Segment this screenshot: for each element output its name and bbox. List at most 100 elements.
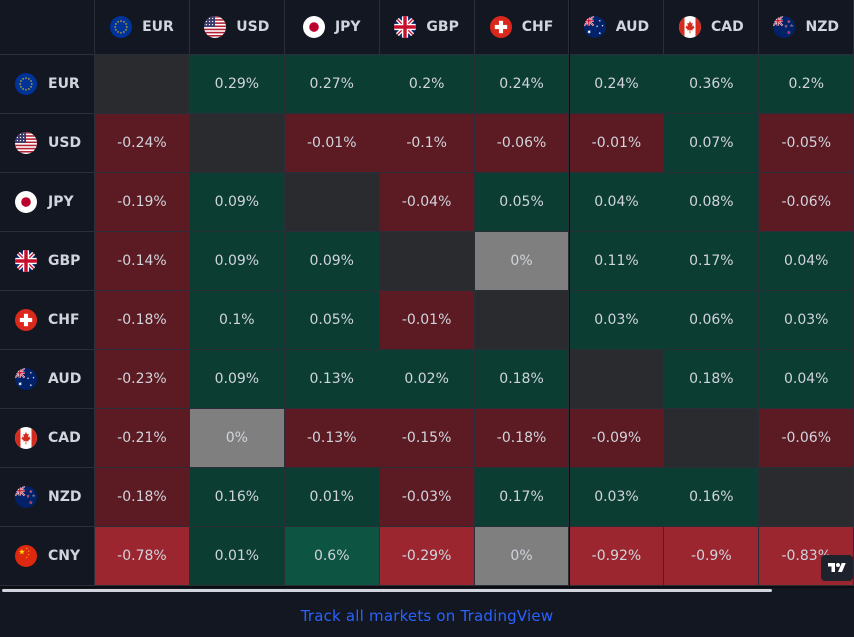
heatmap-cell-empty[interactable] bbox=[474, 291, 570, 350]
cell-value: 0.05% bbox=[499, 194, 544, 210]
heatmap-cell[interactable]: 0.08% bbox=[664, 173, 760, 232]
row-header-cad[interactable]: CAD bbox=[0, 409, 95, 468]
tradingview-logo-icon[interactable] bbox=[821, 555, 853, 581]
heatmap-cell[interactable]: 0.06% bbox=[664, 291, 760, 350]
heatmap-cell[interactable]: 0.18% bbox=[474, 350, 570, 409]
heatmap-cell[interactable]: -0.19% bbox=[95, 173, 190, 232]
heatmap-cell[interactable]: -0.06% bbox=[759, 173, 854, 232]
cell-value: 0.06% bbox=[689, 312, 734, 328]
heatmap-cell[interactable]: 0% bbox=[474, 232, 570, 291]
heatmap-cell[interactable]: 0.09% bbox=[284, 232, 380, 291]
column-header-eur[interactable]: EUR bbox=[95, 0, 190, 55]
column-header-gbp[interactable]: GBP bbox=[379, 0, 475, 55]
cell-value: 0.1% bbox=[219, 312, 255, 328]
heatmap-cell[interactable]: -0.15% bbox=[379, 409, 475, 468]
heatmap-cell[interactable]: -0.18% bbox=[95, 468, 190, 527]
column-header-nzd[interactable]: NZD bbox=[759, 0, 854, 55]
heatmap-cell[interactable]: 0.16% bbox=[664, 468, 760, 527]
column-header-usd[interactable]: USD bbox=[189, 0, 285, 55]
heatmap-cell[interactable]: -0.14% bbox=[95, 232, 190, 291]
heatmap-cell[interactable]: -0.29% bbox=[379, 527, 475, 586]
heatmap-cell[interactable]: 0.04% bbox=[759, 232, 854, 291]
heatmap-cell-empty[interactable] bbox=[284, 173, 380, 232]
heatmap-cell-empty[interactable] bbox=[759, 468, 854, 527]
heatmap-cell[interactable]: 0.17% bbox=[664, 232, 760, 291]
row-header-chf[interactable]: CHF bbox=[0, 291, 95, 350]
heatmap-cell[interactable]: 0% bbox=[474, 527, 570, 586]
row-header-jpy[interactable]: JPY bbox=[0, 173, 95, 232]
heatmap-cell[interactable]: 0.09% bbox=[189, 173, 285, 232]
track-all-markets-link[interactable]: Track all markets on TradingView bbox=[300, 606, 554, 625]
cell-value: 0.03% bbox=[594, 312, 639, 328]
heatmap-cell-empty[interactable] bbox=[95, 55, 190, 114]
heatmap-cell[interactable]: 0.09% bbox=[189, 350, 285, 409]
heatmap-cell[interactable]: 0.07% bbox=[664, 114, 760, 173]
row-header-usd[interactable]: USD bbox=[0, 114, 95, 173]
column-header-cad[interactable]: CAD bbox=[664, 0, 760, 55]
row-header-aud[interactable]: AUD bbox=[0, 350, 95, 409]
heatmap-cell[interactable]: -0.05% bbox=[759, 114, 854, 173]
heatmap-cell[interactable]: -0.1% bbox=[379, 114, 475, 173]
heatmap-cell-empty[interactable] bbox=[664, 409, 760, 468]
heatmap-cell[interactable]: 0.11% bbox=[569, 232, 665, 291]
heatmap-cell[interactable]: 0.04% bbox=[569, 173, 665, 232]
heatmap-cell[interactable]: -0.18% bbox=[95, 291, 190, 350]
heatmap-cell[interactable]: -0.24% bbox=[95, 114, 190, 173]
heatmap-cell[interactable]: 0.05% bbox=[284, 291, 380, 350]
heatmap-cell[interactable]: 0.24% bbox=[569, 55, 665, 114]
heatmap-cell[interactable]: 0.6% bbox=[284, 527, 380, 586]
heatmap-cell[interactable]: -0.09% bbox=[569, 409, 665, 468]
heatmap-cell[interactable]: 0.17% bbox=[474, 468, 570, 527]
heatmap-cell[interactable]: -0.23% bbox=[95, 350, 190, 409]
heatmap-cell[interactable]: 0.04% bbox=[759, 350, 854, 409]
scrollbar-thumb[interactable] bbox=[2, 589, 772, 592]
heatmap-cell[interactable]: -0.18% bbox=[474, 409, 570, 468]
heatmap-cell[interactable]: -0.06% bbox=[474, 114, 570, 173]
heatmap-cell[interactable]: 0.27% bbox=[284, 55, 380, 114]
column-header-aud[interactable]: AUD bbox=[569, 0, 665, 55]
header-corner-cell bbox=[0, 0, 95, 55]
heatmap-cell[interactable]: -0.9% bbox=[664, 527, 760, 586]
heatmap-cell-empty[interactable] bbox=[569, 350, 665, 409]
heatmap-cell[interactable]: 0.29% bbox=[189, 55, 285, 114]
heatmap-cell[interactable]: -0.01% bbox=[569, 114, 665, 173]
heatmap-cell[interactable]: 0.2% bbox=[759, 55, 854, 114]
row-header-gbp[interactable]: GBP bbox=[0, 232, 95, 291]
cell-value: 0% bbox=[510, 548, 533, 564]
row-header-eur[interactable]: EUR bbox=[0, 55, 95, 114]
heatmap-cell[interactable]: -0.21% bbox=[95, 409, 190, 468]
heatmap-cell[interactable]: -0.01% bbox=[379, 291, 475, 350]
row-header-cny[interactable]: CNY bbox=[0, 527, 95, 586]
heatmap-cell[interactable]: 0.1% bbox=[189, 291, 285, 350]
heatmap-cell[interactable]: 0.13% bbox=[284, 350, 380, 409]
heatmap-cell[interactable]: 0.2% bbox=[379, 55, 475, 114]
heatmap-cell[interactable]: 0.03% bbox=[759, 291, 854, 350]
heatmap-cell[interactable]: 0.05% bbox=[474, 173, 570, 232]
heatmap-cell[interactable]: -0.04% bbox=[379, 173, 475, 232]
heatmap-cell[interactable]: -0.01% bbox=[284, 114, 380, 173]
cell-value: -0.01% bbox=[401, 312, 452, 328]
heatmap-cell[interactable]: 0.01% bbox=[284, 468, 380, 527]
heatmap-cell[interactable]: 0.02% bbox=[379, 350, 475, 409]
heatmap-cell[interactable]: 0.01% bbox=[189, 527, 285, 586]
horizontal-scrollbar[interactable] bbox=[0, 588, 854, 594]
heatmap-cell[interactable]: 0.03% bbox=[569, 291, 665, 350]
heatmap-cell-empty[interactable] bbox=[189, 114, 285, 173]
cell-value: 0.13% bbox=[309, 371, 354, 387]
column-header-chf[interactable]: CHF bbox=[474, 0, 570, 55]
column-header-jpy[interactable]: JPY bbox=[284, 0, 380, 55]
heatmap-cell[interactable]: 0.36% bbox=[664, 55, 760, 114]
heatmap-cell[interactable]: 0.18% bbox=[664, 350, 760, 409]
heatmap-cell-empty[interactable] bbox=[379, 232, 475, 291]
heatmap-cell[interactable]: 0.24% bbox=[474, 55, 570, 114]
heatmap-cell[interactable]: 0% bbox=[189, 409, 285, 468]
heatmap-cell[interactable]: -0.78% bbox=[95, 527, 190, 586]
row-header-nzd[interactable]: NZD bbox=[0, 468, 95, 527]
heatmap-cell[interactable]: 0.03% bbox=[569, 468, 665, 527]
heatmap-cell[interactable]: 0.16% bbox=[189, 468, 285, 527]
heatmap-cell[interactable]: -0.03% bbox=[379, 468, 475, 527]
heatmap-cell[interactable]: -0.06% bbox=[759, 409, 854, 468]
heatmap-cell[interactable]: -0.13% bbox=[284, 409, 380, 468]
heatmap-cell[interactable]: -0.92% bbox=[569, 527, 665, 586]
heatmap-cell[interactable]: 0.09% bbox=[189, 232, 285, 291]
